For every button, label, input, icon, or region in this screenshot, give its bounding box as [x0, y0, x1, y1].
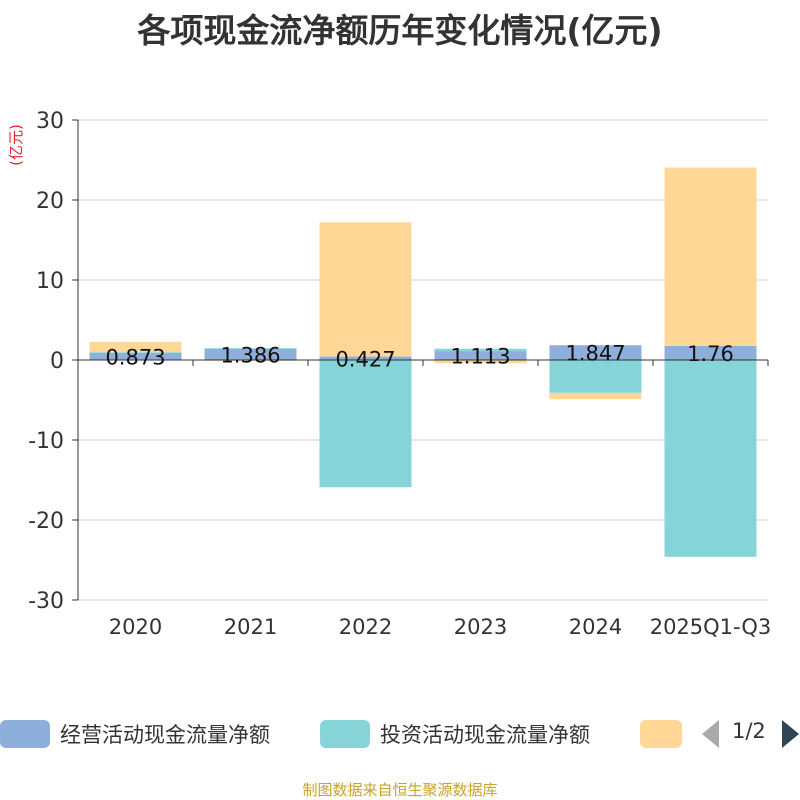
- y-tick-label: 0: [50, 349, 64, 374]
- y-tick-label: -30: [28, 589, 64, 614]
- y-tick-label: 30: [36, 109, 64, 134]
- x-tick-label: 2020: [109, 615, 162, 639]
- legend-next-icon[interactable]: [782, 720, 799, 748]
- bar-investing-2024: [549, 360, 642, 393]
- bar-financing-2025Q1-Q3: [664, 167, 757, 346]
- legend-swatch-financing[interactable]: [640, 720, 682, 748]
- bar-investing-2022: [319, 360, 412, 488]
- y-axis-label: (亿元): [7, 124, 25, 166]
- data-label: 1.113: [450, 345, 510, 369]
- bar-operating-2024: [549, 345, 642, 360]
- bar-investing-2023: [434, 348, 527, 352]
- y-tick-label: -20: [28, 509, 64, 534]
- legend-label-operating[interactable]: 经营活动现金流量净额: [60, 723, 270, 747]
- x-tick-label: 2022: [339, 615, 392, 639]
- bar-financing-2022: [319, 222, 412, 357]
- y-tick-label: 10: [36, 269, 64, 294]
- bar-financing-2024: [549, 392, 642, 400]
- x-tick-label: 2024: [569, 615, 622, 639]
- y-tick-label: -10: [28, 429, 64, 454]
- bar-operating-2021: [204, 348, 297, 360]
- bar-financing-2023: [434, 360, 527, 364]
- legend-label-investing[interactable]: 投资活动现金流量净额: [380, 723, 590, 747]
- bar-operating-2020: [89, 353, 182, 360]
- bar-investing-2025Q1-Q3: [664, 360, 757, 557]
- legend-swatch-investing[interactable]: [320, 720, 370, 748]
- legend-page-indicator: 1/2: [732, 719, 766, 743]
- bar-operating-2023: [434, 351, 527, 360]
- y-tick-label: 20: [36, 189, 64, 214]
- x-tick-label: 2021: [224, 615, 277, 639]
- data-label: 0.873: [105, 346, 165, 370]
- data-label: 1.847: [565, 342, 625, 366]
- legend-prev-icon[interactable]: [702, 720, 719, 748]
- bar-investing-2021: [204, 348, 297, 349]
- bar-investing-2020: [89, 352, 182, 354]
- bar-operating-2025Q1-Q3: [664, 345, 757, 360]
- legend-swatch-operating[interactable]: [0, 720, 50, 748]
- x-tick-label: 2023: [454, 615, 507, 639]
- data-label: 1.386: [220, 343, 280, 367]
- x-tick-label: 2025Q1-Q3: [650, 615, 772, 639]
- data-label: 0.427: [335, 347, 395, 371]
- bar-financing-2020: [89, 341, 182, 353]
- chart-title: 各项现金流净额历年变化情况(亿元): [137, 11, 663, 50]
- data-label: 1.76: [687, 342, 734, 366]
- bar-operating-2022: [319, 356, 412, 360]
- data-source-note: 制图数据来自恒生聚源数据库: [302, 781, 498, 799]
